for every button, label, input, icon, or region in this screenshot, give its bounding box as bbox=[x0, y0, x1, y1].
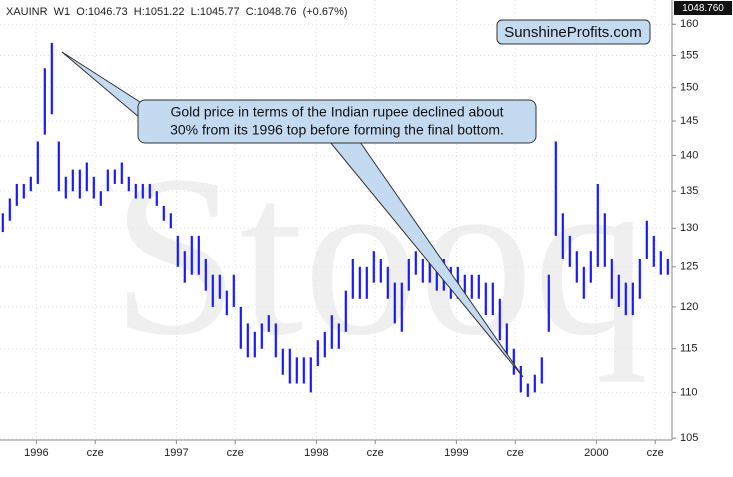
x-tick-label: 1997 bbox=[164, 447, 188, 459]
y-tick-label: 120 bbox=[680, 301, 698, 313]
x-tick-label: cze bbox=[647, 447, 664, 459]
y-tick-label: 160 bbox=[680, 18, 698, 30]
y-tick-label: 135 bbox=[680, 185, 698, 197]
x-tick-label: 1999 bbox=[444, 447, 468, 459]
y-tick-label: 140 bbox=[680, 149, 698, 161]
x-tick-label: 1996 bbox=[24, 447, 48, 459]
callout-box bbox=[137, 99, 537, 144]
y-tick-label: 110 bbox=[680, 386, 698, 398]
y-tick-label: 125 bbox=[680, 261, 698, 273]
y-tick-label: 155 bbox=[680, 49, 698, 61]
y-tick-label: 105 bbox=[680, 432, 698, 444]
x-tick-label: cze bbox=[367, 447, 384, 459]
callout-pointer bbox=[61, 51, 141, 120]
last-price-label: 1048.760 bbox=[682, 3, 724, 14]
y-tick-label: 115 bbox=[680, 343, 698, 355]
x-tick-label: cze bbox=[227, 447, 244, 459]
y-tick-label: 145 bbox=[680, 115, 698, 127]
x-tick-label: cze bbox=[87, 447, 104, 459]
annotation-line: 30% from its 1996 top before forming the… bbox=[170, 122, 504, 138]
header: XAUINR W1 O:1046.73 H:1051.22 L:1045.77 … bbox=[6, 6, 348, 18]
brand: SunshineProfits.com bbox=[504, 24, 642, 41]
y-tick-label: 150 bbox=[680, 82, 698, 94]
annotation-line: Gold price in terms of the Indian rupee … bbox=[170, 104, 503, 120]
last-price-box bbox=[674, 1, 732, 15]
x-tick-label: 2000 bbox=[584, 447, 608, 459]
x-tick-label: 1998 bbox=[304, 447, 328, 459]
x-tick-label: cze bbox=[507, 447, 524, 459]
y-tick-label: 130 bbox=[680, 222, 698, 234]
brand-box bbox=[496, 19, 651, 45]
